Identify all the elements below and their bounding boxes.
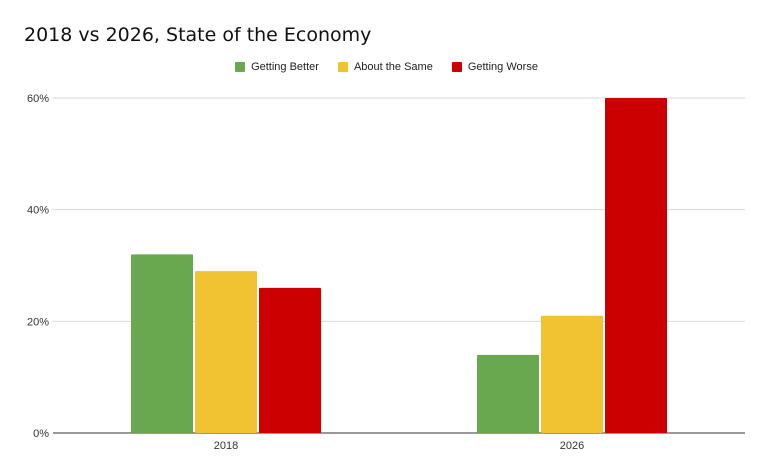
bar-getting-better-2018 [131,254,193,433]
legend-swatch-about-the-same [337,62,348,72]
y-tick-label-2: 40% [27,205,49,217]
bar-about-the-same-2018 [195,271,257,433]
legend-label-getting-worse: Getting Worse [467,61,538,73]
bar-getting-worse-2018 [259,287,321,433]
legend-label-getting-better: Getting Better [251,61,319,73]
legend-item-getting-better: Getting Better [235,61,319,73]
bar-about-the-same-2026 [541,315,603,433]
y-tick-label-3: 60% [27,93,49,105]
bar-getting-better-2026 [477,354,539,433]
chart-title: 2018 vs 2026, State of the Economy [24,24,372,46]
chart-legend: Getting Better About the Same Getting Wo… [0,61,768,73]
x-tick-label-2018: 2018 [214,440,238,452]
legend-item-getting-worse: Getting Worse [451,61,538,73]
legend-item-about-the-same: About the Same [337,61,433,73]
y-tick-label-1: 20% [27,316,49,328]
legend-label-about-the-same: About the Same [353,61,433,73]
legend-swatch-getting-better [235,62,246,72]
legend-swatch-getting-worse [451,62,462,72]
x-tick-label-2026: 2026 [560,440,584,452]
y-tick-label-0: 0% [33,428,49,440]
bar-getting-worse-2026 [605,98,667,433]
